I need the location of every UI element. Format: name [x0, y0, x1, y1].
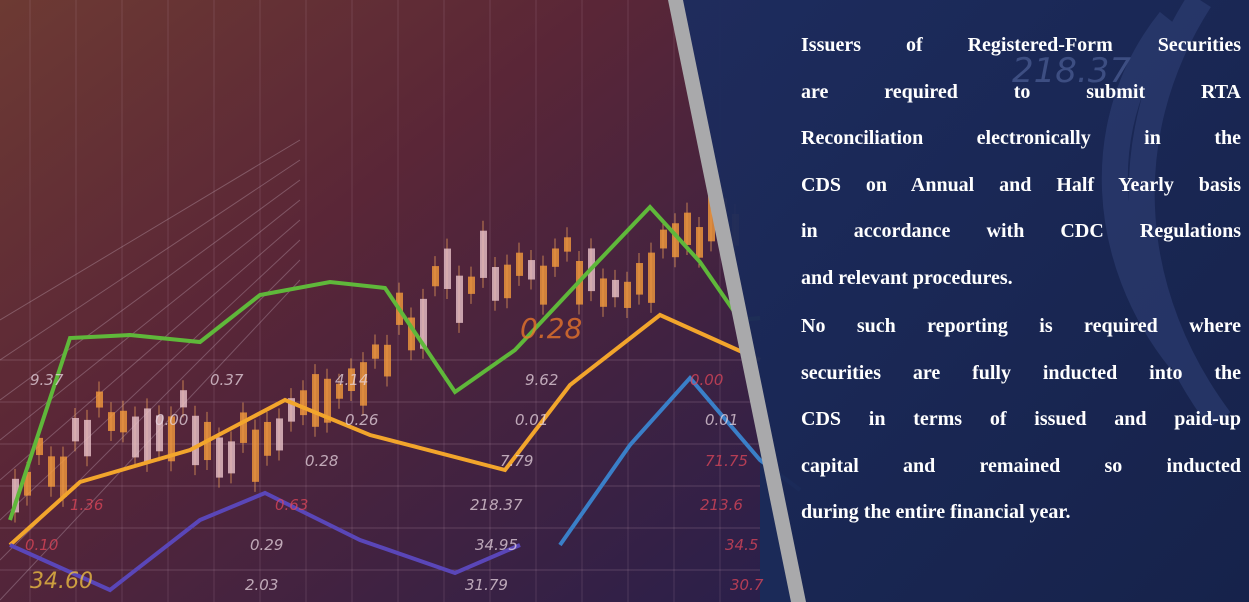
text-line: are required to submit RTA	[801, 69, 1241, 116]
background-label: 1.36	[70, 496, 103, 514]
background-label: 71.75	[705, 452, 748, 470]
candle	[60, 457, 67, 497]
background-label: 0.29	[250, 536, 283, 554]
candle	[648, 253, 655, 303]
background-label: 213.6	[700, 496, 743, 514]
candle	[240, 412, 247, 442]
background-label: 4.14	[335, 371, 368, 389]
candle	[228, 441, 235, 473]
candle	[612, 280, 619, 297]
background-label: 0.28	[520, 312, 582, 345]
background-label: 9.62	[525, 371, 558, 389]
candle	[72, 418, 79, 441]
background-label: 0.37	[210, 371, 244, 389]
background-label: 0.00	[690, 371, 723, 389]
candle	[480, 231, 487, 278]
background-label: 34.60	[30, 569, 93, 594]
background-label: 218.37	[470, 496, 523, 514]
candle	[300, 390, 307, 415]
background-label: 0.28	[305, 452, 338, 470]
candle	[552, 248, 559, 266]
background-label: 34.95	[475, 536, 518, 554]
candle	[516, 253, 523, 276]
background-label: 30.7	[730, 576, 764, 594]
candle	[696, 227, 703, 258]
candle	[84, 420, 91, 456]
text-line: during the entire financial year.	[801, 489, 1241, 536]
candle	[216, 437, 223, 477]
background-label: 0.26	[345, 411, 378, 429]
background-label: 9.37	[30, 371, 64, 389]
background-label: 0.01	[705, 411, 738, 429]
candle	[468, 277, 475, 294]
text-line: securities are fully inducted into the	[801, 350, 1241, 397]
text-line: in accordance with CDC Regulations	[801, 208, 1241, 255]
banner: 9.37 0.37 4.14 9.62 0.00 0.00 0.26 0.01 0.01 0.28…	[0, 0, 1249, 602]
candle	[528, 260, 535, 279]
candle	[132, 417, 139, 458]
candle	[432, 266, 439, 286]
candle	[636, 263, 643, 295]
left-panel	[0, 0, 760, 602]
candle	[564, 237, 571, 251]
background-label: 34.5	[725, 536, 758, 554]
candle	[120, 411, 127, 433]
candle	[444, 249, 451, 289]
background-label: 0.63	[275, 496, 308, 514]
candle	[540, 266, 547, 305]
candle	[252, 430, 259, 482]
candle	[624, 282, 631, 308]
candle	[456, 276, 463, 323]
candle	[684, 213, 691, 245]
candle	[192, 416, 199, 465]
candle	[276, 418, 283, 450]
background-label: 0.10	[25, 536, 58, 554]
candle	[48, 456, 55, 486]
text-line: capital and remained so inducted	[801, 443, 1241, 490]
candle	[384, 345, 391, 377]
text-line: and relevant procedures.	[801, 255, 1241, 302]
candle	[108, 412, 115, 431]
text-line: CDS in terms of issued and paid-up	[801, 396, 1241, 443]
candle	[312, 374, 319, 427]
background-label: 0.01	[515, 411, 548, 429]
candle	[96, 392, 103, 408]
background-label: 0.00	[155, 411, 188, 429]
text-line: Issuers of Registered-Form Securities	[801, 22, 1241, 69]
background-label: 2.03	[245, 576, 278, 594]
candle	[264, 422, 271, 456]
background-label: 31.79	[465, 576, 508, 594]
candle	[660, 230, 667, 249]
candle	[504, 265, 511, 299]
candle	[600, 278, 607, 306]
candle	[372, 344, 379, 358]
candle	[492, 267, 499, 301]
text-line: CDS on Annual and Half Yearly basis	[801, 162, 1241, 209]
text-line: No such reporting is required where	[801, 303, 1241, 350]
candle	[180, 390, 187, 407]
candle	[144, 408, 151, 461]
background-label: 7.79	[500, 452, 533, 470]
text-line: Reconciliation electronically in the	[801, 115, 1241, 162]
